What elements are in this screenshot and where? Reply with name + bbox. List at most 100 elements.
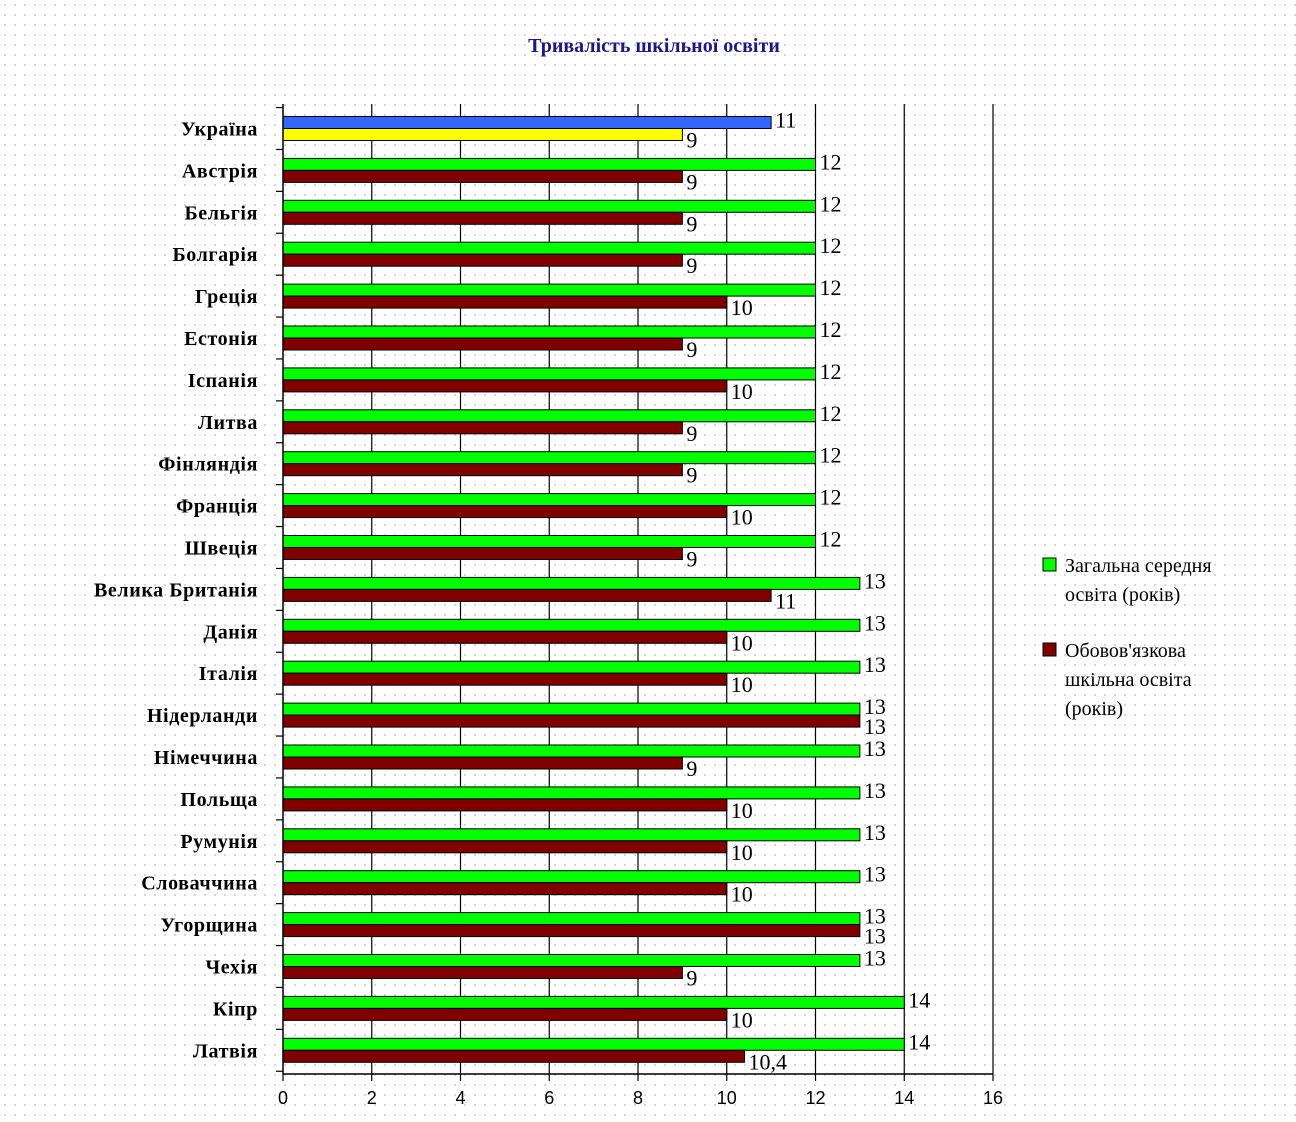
category-label: Естонія [184,328,258,350]
data-label: 10 [731,840,753,865]
bar [282,116,772,129]
bar [282,253,683,267]
bar [282,660,861,674]
x-tick-label: 2 [367,1088,377,1108]
bar [282,199,816,213]
legend-label: Обовов'язкова [1065,640,1186,662]
category-label: Угорщина [161,915,258,937]
x-tick-label: 16 [983,1088,1003,1108]
data-label: 13 [864,568,886,593]
bar [282,618,861,632]
bar [282,870,861,884]
x-tick-label: 6 [544,1088,554,1108]
bar [282,295,728,309]
data-label: 10 [731,630,753,655]
data-label: 13 [864,610,886,635]
data-label: 12 [820,401,842,426]
bar [282,1049,745,1063]
bar [282,828,861,842]
category-label: Іспанія [188,370,258,392]
bar [282,588,772,602]
data-label: 13 [864,694,886,719]
data-label: 9 [686,253,697,278]
data-label: 13 [864,736,886,761]
data-label: 10 [731,505,753,530]
data-label: 13 [864,904,886,929]
bar [282,211,683,225]
x-tick-label: 4 [455,1088,465,1108]
bar [282,241,816,255]
data-label: 10 [731,379,753,404]
x-tick-label: 12 [805,1088,825,1108]
bar [282,954,861,967]
bar [282,995,905,1009]
category-label: Чехія [205,957,258,979]
legend-swatch [1042,557,1057,572]
legend-swatch [1042,642,1057,657]
data-label: 13 [864,946,886,971]
data-label: 11 [775,588,796,613]
data-label: 12 [820,527,842,552]
data-label: 12 [820,443,842,468]
legend-label: Загальна середня [1065,555,1212,577]
data-label: 13 [864,862,886,887]
data-label: 13 [864,714,886,739]
bar [282,325,816,339]
category-label: Франція [176,496,258,518]
data-label: 14 [908,987,930,1012]
data-label: 10 [731,882,753,907]
bar [282,966,683,979]
x-tick-label: 14 [894,1088,914,1108]
category-label: Польща [180,789,258,811]
data-label: 9 [686,756,697,781]
data-label: 13 [864,820,886,845]
data-label: 9 [686,463,697,488]
data-label: 9 [686,421,697,446]
data-label: 12 [820,191,842,216]
x-tick-label: 10 [717,1088,737,1108]
data-label: 13 [864,652,886,677]
bar [282,744,861,758]
bar [282,409,816,423]
category-label: Австрія [182,160,258,182]
bar [282,157,816,171]
bar [282,672,728,686]
bar [282,451,816,465]
data-label: 12 [820,233,842,258]
data-label: 10 [731,1007,753,1032]
bar [282,421,683,435]
data-label: 9 [686,128,697,153]
category-label: Фінляндія [158,454,258,476]
legend-label: (років) [1065,698,1123,720]
bar [282,630,728,644]
data-label: 12 [820,317,842,342]
bar [282,379,728,393]
x-tick-label: 8 [633,1088,643,1108]
category-label: Болгарія [172,244,258,266]
data-label: 9 [686,966,697,991]
category-label: Італія [199,663,258,685]
bar [282,169,683,183]
category-label: Велика Британія [94,579,258,601]
category-label: Швеція [185,538,258,560]
bar [282,714,861,728]
category-label: Німеччина [154,747,258,769]
data-label: 12 [820,275,842,300]
data-label: 9 [686,337,697,362]
bar [282,798,728,812]
category-label: Україна [181,119,258,141]
chart-title: Тривалість шкільної освіти [528,35,780,57]
bar [282,535,816,548]
legend-label: шкільна освіта [1065,669,1192,691]
category-label: Латвія [193,1040,258,1062]
bar [282,786,861,800]
legend: Загальна середня освіта (років) Обовов'язк… [1042,555,1212,720]
data-label: 12 [820,485,842,510]
plot-area: 0 2 4 6 8 10 12 14 16 Україна 11 9 Австрія 12 9 Бельгія… [94,104,1003,1108]
bar [282,337,683,351]
bar [282,128,683,141]
bar [282,505,728,519]
bar [282,756,683,770]
data-label: 9 [686,169,697,194]
